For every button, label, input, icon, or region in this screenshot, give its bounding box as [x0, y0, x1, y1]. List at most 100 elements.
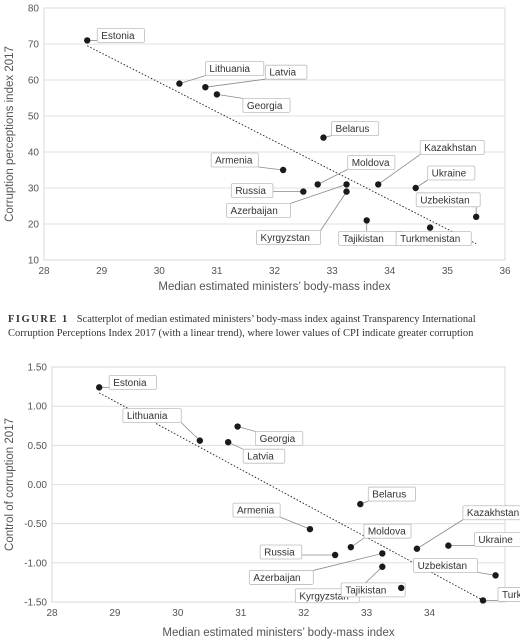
- caption-text: Scatterplot of median estimated minister…: [8, 314, 476, 339]
- data-point: [84, 37, 91, 44]
- data-point: [314, 181, 321, 188]
- point-label: Kyrgyzstan: [261, 233, 310, 244]
- point-label: Tajikistan: [345, 585, 386, 596]
- data-point: [379, 550, 386, 557]
- point-azerbaijan: Azerbaijan: [248, 550, 386, 585]
- point-label: Latvia: [269, 68, 296, 79]
- data-point: [202, 84, 209, 91]
- point-label: Turkmenistan: [400, 234, 460, 245]
- point-label: Lithuania: [209, 64, 250, 75]
- x-tick-label: 30: [154, 266, 166, 277]
- data-point: [224, 439, 232, 446]
- x-tick-label: 35: [442, 266, 454, 277]
- data-point: [413, 545, 421, 552]
- callout-leader: [320, 191, 347, 231]
- callout-leader: [280, 516, 311, 530]
- point-kazakhstan: Kazakhstan: [413, 505, 520, 552]
- callout-leader: [290, 184, 347, 204]
- callout-box: [255, 431, 304, 446]
- point-russia: Russia: [259, 544, 339, 560]
- point-tajikistan: Tajikistan: [338, 217, 404, 246]
- point-belarus: Belarus: [320, 121, 380, 141]
- point-azerbaijan: Azerbaijan: [226, 181, 350, 218]
- plot-frame: [43, 7, 506, 261]
- data-point: [479, 597, 487, 604]
- y-tick-label: 40: [28, 148, 40, 159]
- point-label: Azerbaijan: [253, 573, 300, 584]
- callout-leader: [179, 75, 206, 84]
- y-tick-label: -1.50: [24, 598, 47, 609]
- point-turkmenistan: Turkmenistan: [395, 224, 472, 247]
- point-label: Uzbekistan: [420, 195, 469, 206]
- y-tick-label: 30: [28, 184, 40, 195]
- chart-cpi-vs-bmi: 10 20 30 40 50 60 70 80 28 29 30 31 32 33 34 35 36 Median…: [4, 4, 511, 294]
- callout-leader: [416, 519, 464, 550]
- callout-leader: [258, 166, 284, 171]
- point-kazakhstan: Kazakhstan: [375, 139, 485, 188]
- callout-box: [473, 532, 520, 547]
- callout-box: [340, 582, 406, 598]
- y-tick-label: 0.50: [28, 441, 48, 452]
- point-label: Russia: [235, 186, 266, 197]
- callout-box: [415, 192, 481, 208]
- point-georgia: Georgia: [234, 423, 304, 446]
- y-tick-label: 60: [28, 76, 40, 87]
- callout-box: [395, 231, 472, 247]
- point-turkmenistan: Turkmenistan: [479, 587, 520, 604]
- data-point: [320, 134, 327, 141]
- x-tick-label: 28: [46, 608, 58, 619]
- point-label: Kazakhstan: [424, 143, 476, 154]
- point-label: Tajikistan: [343, 234, 384, 245]
- data-point: [331, 551, 339, 559]
- data-point: [375, 181, 382, 188]
- point-label: Kazakhstan: [467, 508, 519, 519]
- point-label: Turkmenistan: [502, 590, 520, 601]
- figure-caption: FIGURE 1 Scatterplot of median estimated …: [8, 313, 513, 341]
- y-tick-label: 10: [28, 256, 40, 267]
- callout-leader: [313, 553, 383, 571]
- callout-box: [226, 202, 291, 218]
- y-tick-label: 70: [28, 40, 40, 51]
- x-tick-label: 33: [361, 608, 373, 619]
- callout-box: [210, 152, 259, 168]
- callout-leader: [180, 422, 201, 441]
- data-point: [363, 217, 370, 224]
- point-russia: Russia: [230, 183, 307, 199]
- point-label: Belarus: [372, 490, 406, 501]
- callout-box: [331, 121, 380, 136]
- point-uzbekistan: Uzbekistan: [415, 192, 481, 220]
- data-point: [343, 181, 350, 188]
- y-tick-label: -0.50: [24, 519, 47, 530]
- callout-box: [96, 27, 145, 43]
- data-point: [306, 525, 314, 533]
- point-lithuania: Lithuania: [122, 408, 204, 444]
- callout-box: [256, 230, 321, 246]
- x-tick-label: 31: [211, 266, 223, 277]
- callout-box: [232, 502, 281, 518]
- x-tick-label: 33: [327, 266, 339, 277]
- x-tick-label: 28: [38, 266, 50, 277]
- y-tick-label: 80: [28, 4, 40, 15]
- point-label: Russia: [264, 548, 295, 559]
- data-point: [445, 542, 452, 549]
- point-armenia: Armenia: [232, 502, 314, 533]
- point-moldova: Moldova: [314, 154, 396, 188]
- point-tajikistan: Tajikistan: [340, 582, 406, 598]
- x-tick-label: 34: [384, 266, 396, 277]
- point-label: Estonia: [113, 378, 147, 389]
- point-belarus: Belarus: [357, 486, 416, 508]
- point-label: Kyrgyzstan: [299, 591, 348, 602]
- data-point: [279, 166, 287, 174]
- point-label: Ukraine: [478, 535, 513, 546]
- callout-leader: [317, 169, 348, 185]
- data-point: [492, 572, 499, 579]
- point-label: Ukraine: [432, 169, 467, 180]
- x-tick-label: 30: [172, 608, 184, 619]
- figure-label: FIGURE 1: [8, 314, 69, 325]
- point-label: Estonia: [101, 31, 135, 42]
- data-point: [343, 188, 350, 195]
- point-label: Armenia: [215, 156, 253, 167]
- point-label: Latvia: [247, 452, 274, 463]
